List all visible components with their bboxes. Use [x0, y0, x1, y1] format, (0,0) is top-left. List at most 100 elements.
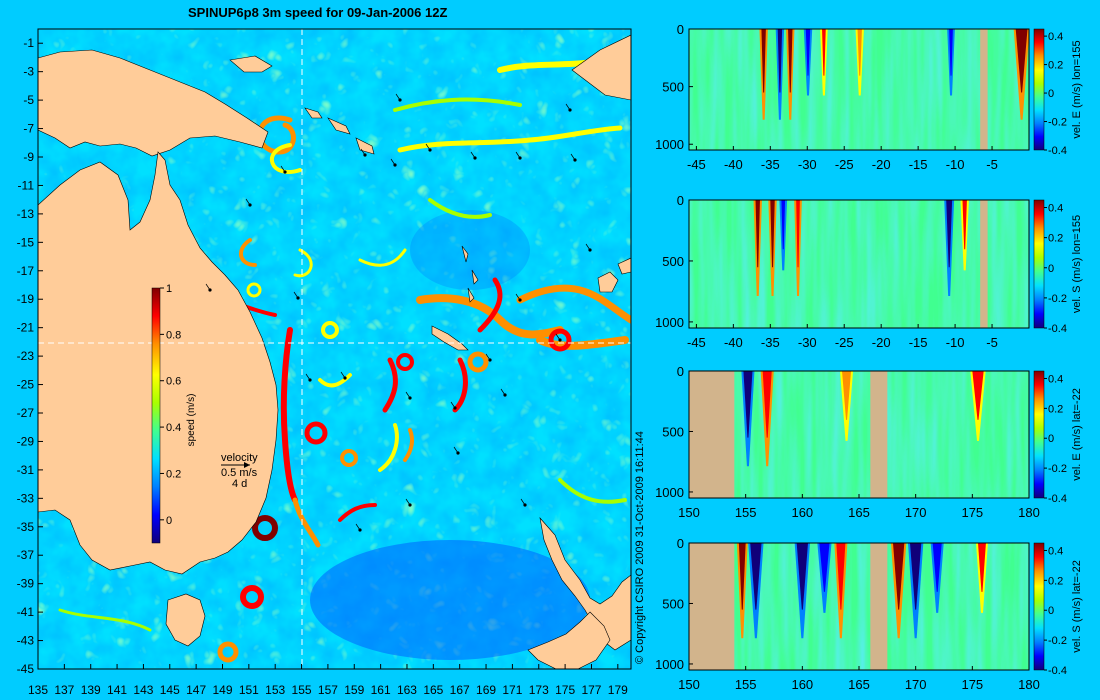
low-speed-region [310, 540, 590, 660]
section-colorbar-tick-label: 0 [1048, 263, 1054, 275]
current-jet [452, 357, 468, 413]
colorbar-label: speed (m/s) [186, 394, 197, 447]
section-xtick-label: 160 [791, 505, 813, 520]
section-xtick-label: 180 [1018, 677, 1040, 692]
section-land [980, 29, 988, 150]
section-colorbar-tick-label: -0.4 [1048, 323, 1067, 335]
drifter-track [450, 401, 456, 409]
section-band [743, 371, 753, 438]
colorbar-tick-label: 0.2 [166, 468, 181, 480]
drifter-track [565, 103, 571, 111]
eddy-ring [240, 585, 264, 609]
map-xtick-label: 155 [292, 683, 312, 697]
drifter-track [340, 371, 346, 379]
section-colorbar-tick-label: 0.2 [1048, 403, 1063, 415]
map-ytick-label: -15 [17, 235, 35, 249]
section-xtick-label: -30 [798, 335, 817, 350]
current-jet [292, 497, 321, 548]
map-axes: 135 137 139 141 143 145 147 149 151 153 155 157 159 1… [17, 36, 628, 697]
section-xtick-label: 160 [791, 677, 813, 692]
section-colorbar-tick-label: 0.4 [1048, 31, 1063, 43]
drifter-track [515, 151, 521, 159]
current-jet [416, 294, 564, 339]
map-xtick-label: 147 [186, 683, 206, 697]
map-xtick-label: 149 [212, 683, 232, 697]
drifter-track [485, 353, 491, 361]
map-ytick-label: -37 [17, 548, 35, 562]
vanuatu [461, 245, 479, 303]
map-ytick-label: -19 [17, 292, 35, 306]
current-jet [338, 503, 377, 522]
section-band [805, 29, 811, 76]
section-colorbar-tick-label: 0 [1048, 605, 1054, 617]
section-xtick-label: -10 [946, 335, 965, 350]
map-xtick-label: 173 [529, 683, 549, 697]
velocity-scale: 0.5 m/s [221, 467, 258, 479]
eddy-ring [321, 321, 339, 339]
section-colorbar [1033, 542, 1045, 671]
speed-map [38, 29, 631, 669]
map-xtick-label: 171 [502, 683, 522, 697]
section-band [910, 543, 922, 610]
colorbar-tick-label: 0.4 [166, 422, 181, 434]
map-ytick-label: -25 [17, 378, 35, 392]
section-colorbar [1033, 199, 1045, 329]
section-band [822, 29, 826, 76]
section-xtick-label: -45 [687, 157, 706, 172]
drifter-track [245, 198, 251, 206]
eddy-ring [246, 282, 262, 298]
drifter-track [585, 243, 591, 251]
velocity-label: velocity [221, 452, 258, 464]
current-jet [536, 336, 629, 350]
map-xtick-label: 165 [423, 683, 443, 697]
drifter-track [405, 391, 411, 399]
section-colorbar-tick-label: 0 [1048, 88, 1054, 100]
map-xtick-label: 137 [54, 683, 74, 697]
new-britain [229, 55, 273, 73]
section-colorbar-tick-label: 0.4 [1048, 203, 1063, 215]
section-ytick-label: 500 [662, 80, 684, 95]
current-jet [516, 284, 631, 324]
section-xtick-label: -20 [872, 335, 891, 350]
drifter-track [500, 388, 506, 396]
current-jet [403, 428, 415, 462]
section-land [870, 543, 888, 670]
section-land [980, 200, 988, 328]
section-panel-3: 150 155 160 165 170 175 180 0 500 1000 0.4 0.2 0 -0.2… [655, 364, 1083, 520]
section-colorbar-tick-label: -0.2 [1048, 293, 1067, 305]
drifter-track [515, 293, 521, 301]
current-jet [393, 97, 522, 112]
section-colorbar-tick-label: 0.2 [1048, 575, 1063, 587]
section-colorbar-tick-label: 0.2 [1048, 60, 1063, 72]
new-zealand-north [539, 516, 631, 651]
current-jet [280, 327, 298, 503]
map-ytick-label: -29 [17, 434, 35, 448]
map-title: SPINUP6p8 3m speed for 09-Jan-2006 12Z [188, 5, 447, 20]
section-colorbar-tick-label: -0.4 [1048, 665, 1067, 677]
section-xtick-label: -5 [986, 157, 998, 172]
section-ytick-label: 500 [662, 596, 684, 611]
fiji [597, 271, 619, 293]
section-xtick-label: 175 [961, 677, 983, 692]
section-colorbar [1033, 370, 1045, 499]
section-band [788, 29, 793, 93]
map-ytick-label: -39 [17, 577, 35, 591]
map-ytick-label: -17 [17, 264, 35, 278]
map-ytick-label: -1 [23, 36, 34, 50]
section-xtick-label: -15 [909, 335, 928, 350]
section-panel-4: 150 155 160 165 170 175 180 0 500 1000 0.4 0.2 0 -0.2… [655, 536, 1083, 692]
north-land-corner [571, 34, 631, 101]
section-band [750, 543, 762, 610]
section-band [819, 543, 830, 592]
map-xtick-label: 163 [397, 683, 417, 697]
section-colorbar [1033, 28, 1045, 151]
section-band [777, 29, 783, 93]
drifter-track [453, 446, 459, 454]
section-xtick-label: -10 [946, 157, 965, 172]
map-ytick-label: -13 [17, 207, 35, 221]
section-xtick-label: -25 [835, 157, 854, 172]
section-band [796, 200, 800, 268]
new-zealand-south [527, 611, 611, 669]
map-ytick-label: -27 [17, 406, 35, 420]
